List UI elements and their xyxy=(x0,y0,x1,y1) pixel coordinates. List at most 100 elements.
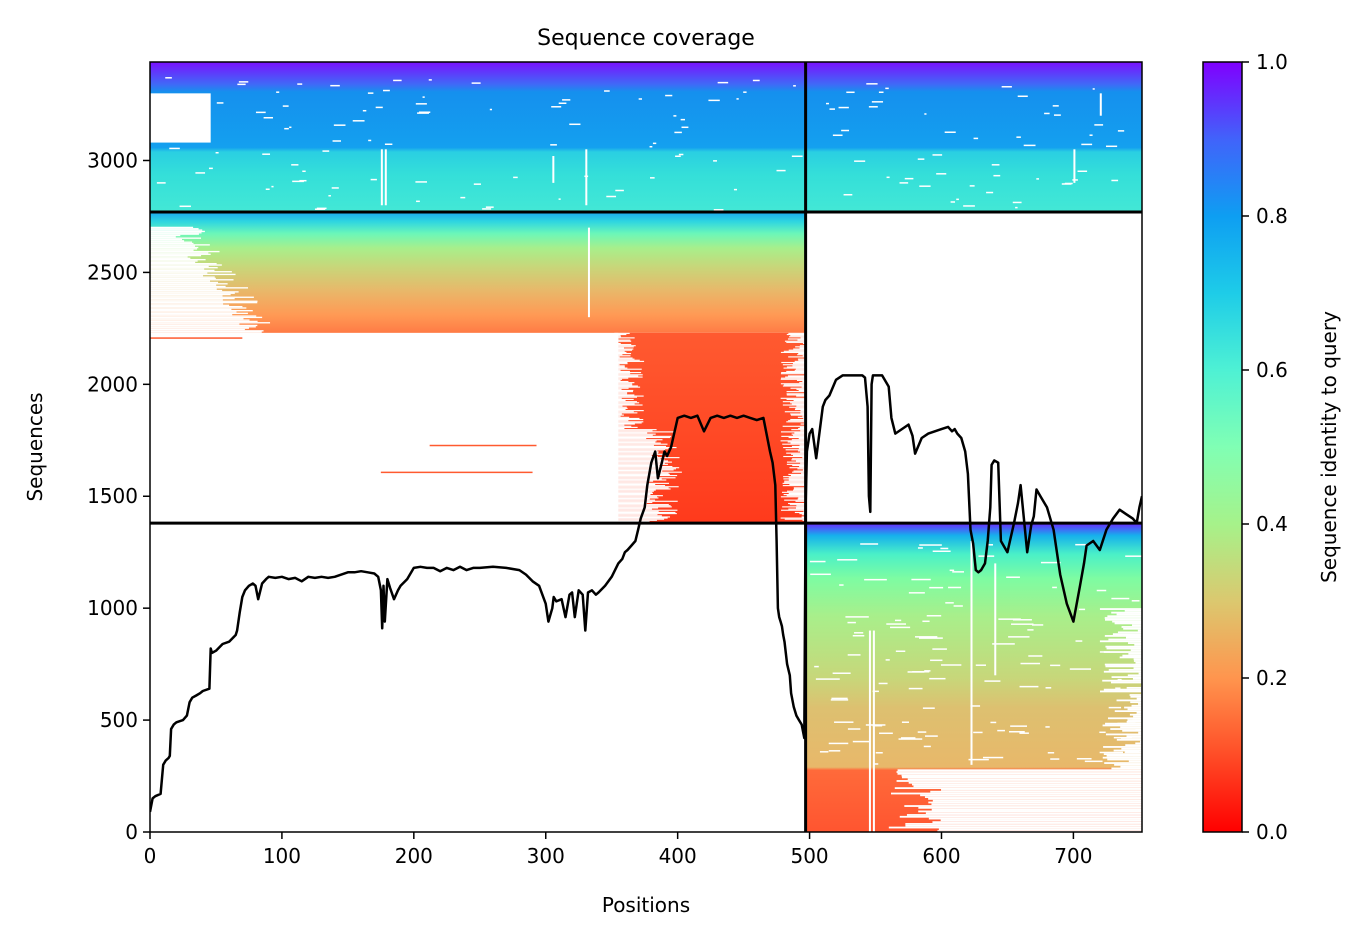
plot-area xyxy=(149,61,1143,833)
coverage-gap xyxy=(888,826,1142,829)
coverage-gap xyxy=(897,769,1142,772)
coverage-gap xyxy=(1050,664,1061,667)
coverage-gap xyxy=(780,373,806,375)
coverage-gap xyxy=(150,265,209,268)
coverage-gap xyxy=(614,408,626,411)
coverage-gap xyxy=(782,425,806,427)
coverage-gap xyxy=(1077,170,1088,173)
coverage-gap xyxy=(614,359,640,361)
coverage-gap xyxy=(736,98,739,100)
coverage-gap xyxy=(150,271,232,273)
coverage-gap xyxy=(788,349,806,351)
coverage-gap xyxy=(897,772,1142,775)
coverage-gap xyxy=(614,461,672,463)
coverage-gap xyxy=(1012,201,1022,204)
coverage-gap xyxy=(790,474,806,477)
coverage-gap xyxy=(845,616,869,618)
coverage-gap xyxy=(614,497,659,499)
coverage-gap xyxy=(975,664,986,666)
coverage-gap xyxy=(1103,651,1142,653)
coverage-gap xyxy=(614,508,652,510)
coverage-gap xyxy=(614,333,627,336)
coverage-gap xyxy=(614,370,630,373)
coverage-gap xyxy=(513,176,518,179)
coverage-gap xyxy=(941,789,1142,791)
coverage-gap xyxy=(792,363,806,365)
coverage-gap xyxy=(800,412,806,414)
coverage-gap xyxy=(781,361,806,364)
coverage-gap xyxy=(614,411,634,413)
coverage-gap xyxy=(150,246,199,249)
coverage-gap xyxy=(1113,736,1133,739)
coverage-gap xyxy=(878,91,884,94)
coverage-gap xyxy=(1120,765,1142,768)
coverage-gap xyxy=(1099,640,1142,643)
coverage-gap xyxy=(150,256,188,258)
coverage-gap xyxy=(998,618,1021,620)
coverage-gap xyxy=(1105,645,1142,648)
coverage-gap xyxy=(614,380,629,383)
coverage-gap xyxy=(885,87,889,90)
coverage-gap xyxy=(150,283,228,285)
coverage-gap xyxy=(614,442,661,444)
coverage-gap xyxy=(847,654,861,656)
coverage-gap xyxy=(1131,704,1142,707)
coverage-gap xyxy=(871,101,884,103)
coverage-gap xyxy=(928,801,1142,804)
coverage-gap xyxy=(473,183,481,185)
coverage-gap xyxy=(1132,719,1142,721)
coverage-gap xyxy=(150,330,264,332)
coverage-gap xyxy=(614,455,658,458)
coverage-gap xyxy=(932,154,943,156)
coverage-gap xyxy=(150,226,194,229)
coverage-gap xyxy=(614,355,631,357)
coverage-gap xyxy=(1125,750,1140,752)
coverage-gap xyxy=(875,752,883,754)
coverage-gap xyxy=(1001,86,1012,88)
coverage-gap xyxy=(1105,733,1142,736)
colorbar-tick-label: 1.0 xyxy=(1256,50,1288,74)
coverage-gap xyxy=(195,172,206,174)
coverage-gap xyxy=(614,382,635,384)
coverage-gap xyxy=(872,690,879,693)
x-tick-label: 700 xyxy=(1054,844,1092,868)
coverage-gap xyxy=(1106,647,1142,650)
coverage-gap xyxy=(614,375,639,377)
y-tick-label: 0 xyxy=(125,820,138,844)
coverage-gap xyxy=(791,403,806,405)
coverage-gap xyxy=(784,411,806,413)
coverage-gap xyxy=(614,502,647,505)
coverage-gap xyxy=(614,515,662,517)
coverage-gap xyxy=(797,498,806,500)
coverage-gap xyxy=(963,205,975,207)
coverage-gap xyxy=(894,787,1142,790)
coverage-gap xyxy=(614,505,671,507)
coverage-gap xyxy=(794,511,806,514)
coverage-gap xyxy=(794,432,806,434)
coverage-gap xyxy=(932,648,947,650)
coverage-gap xyxy=(891,792,1142,795)
coverage-gap xyxy=(614,374,643,376)
coverage-gap xyxy=(780,383,806,385)
coverage-gap xyxy=(150,245,196,247)
coverage-gap xyxy=(150,279,234,281)
coverage-gap xyxy=(150,240,185,242)
coverage-gap xyxy=(793,488,806,490)
coverage-gap xyxy=(150,304,230,306)
coverage-gap xyxy=(614,406,627,408)
coverage-gap xyxy=(614,509,678,511)
coverage-gap xyxy=(956,198,959,201)
coverage-gap xyxy=(925,735,938,737)
coverage-gap xyxy=(885,659,890,661)
colorbar-tick-label: 0.2 xyxy=(1256,666,1288,690)
coverage-gap xyxy=(614,356,620,358)
coverage-gap xyxy=(905,824,1142,827)
coverage-gap xyxy=(973,731,983,734)
coverage-gap xyxy=(790,402,806,404)
coverage-gap xyxy=(1076,758,1092,760)
coverage-gap xyxy=(793,348,806,350)
coverage-gap xyxy=(614,358,635,360)
coverage-gap xyxy=(795,346,806,348)
coverage-gap xyxy=(1108,669,1142,671)
coverage-gap xyxy=(150,93,211,143)
